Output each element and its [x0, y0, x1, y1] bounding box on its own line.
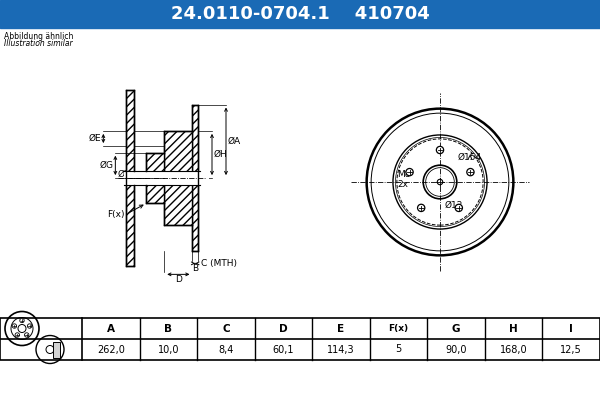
Text: Illustration similar: Illustration similar: [4, 39, 73, 48]
Circle shape: [436, 146, 443, 154]
Text: Ø12: Ø12: [445, 200, 463, 209]
Circle shape: [15, 333, 19, 337]
Text: H: H: [509, 324, 518, 334]
Text: 2x: 2x: [397, 180, 408, 189]
Text: 262,0: 262,0: [97, 344, 125, 354]
Text: G: G: [452, 324, 460, 334]
Text: ØH: ØH: [214, 150, 228, 159]
Circle shape: [12, 324, 17, 328]
Text: I: I: [569, 324, 573, 334]
Circle shape: [28, 324, 32, 328]
Text: B: B: [164, 324, 172, 334]
Circle shape: [418, 204, 425, 212]
Circle shape: [406, 168, 413, 176]
Text: 60,1: 60,1: [272, 344, 294, 354]
Text: C: C: [222, 324, 230, 334]
Text: ØG: ØG: [100, 161, 113, 170]
Text: E: E: [337, 324, 344, 334]
Circle shape: [437, 179, 443, 185]
Bar: [127, 90, 134, 266]
Text: ØA: ØA: [228, 137, 241, 146]
Text: M8: M8: [397, 170, 410, 179]
Text: Ø154: Ø154: [458, 153, 482, 162]
Bar: [53, 342, 60, 358]
Text: 12,5: 12,5: [560, 344, 582, 354]
Text: ØE: ØE: [89, 134, 101, 143]
Text: F(x): F(x): [388, 324, 409, 333]
Text: A: A: [107, 324, 115, 334]
Circle shape: [467, 168, 474, 176]
Bar: [164, 131, 193, 225]
Text: C (MTH): C (MTH): [201, 259, 237, 268]
Text: 8,4: 8,4: [218, 344, 233, 354]
Circle shape: [455, 204, 463, 212]
Text: D: D: [175, 275, 182, 284]
Text: F(x): F(x): [107, 210, 124, 219]
Circle shape: [20, 318, 24, 323]
Text: 90,0: 90,0: [445, 344, 467, 354]
Text: D: D: [279, 324, 288, 334]
Text: 10,0: 10,0: [158, 344, 179, 354]
Bar: [127, 171, 209, 185]
Bar: [0, 0, 600, 28]
Bar: [124, 171, 136, 185]
Text: Abbildung ähnlich: Abbildung ähnlich: [4, 32, 73, 41]
Bar: [0, 318, 600, 360]
Text: 5: 5: [395, 344, 401, 354]
Bar: [146, 153, 164, 203]
Text: 24.0110-0704.1    410704: 24.0110-0704.1 410704: [170, 5, 430, 23]
Text: 114,3: 114,3: [327, 344, 355, 354]
Text: 168,0: 168,0: [500, 344, 527, 354]
Bar: [193, 105, 198, 251]
Circle shape: [25, 333, 29, 337]
Text: ØI: ØI: [118, 170, 127, 179]
Text: B: B: [192, 264, 198, 273]
